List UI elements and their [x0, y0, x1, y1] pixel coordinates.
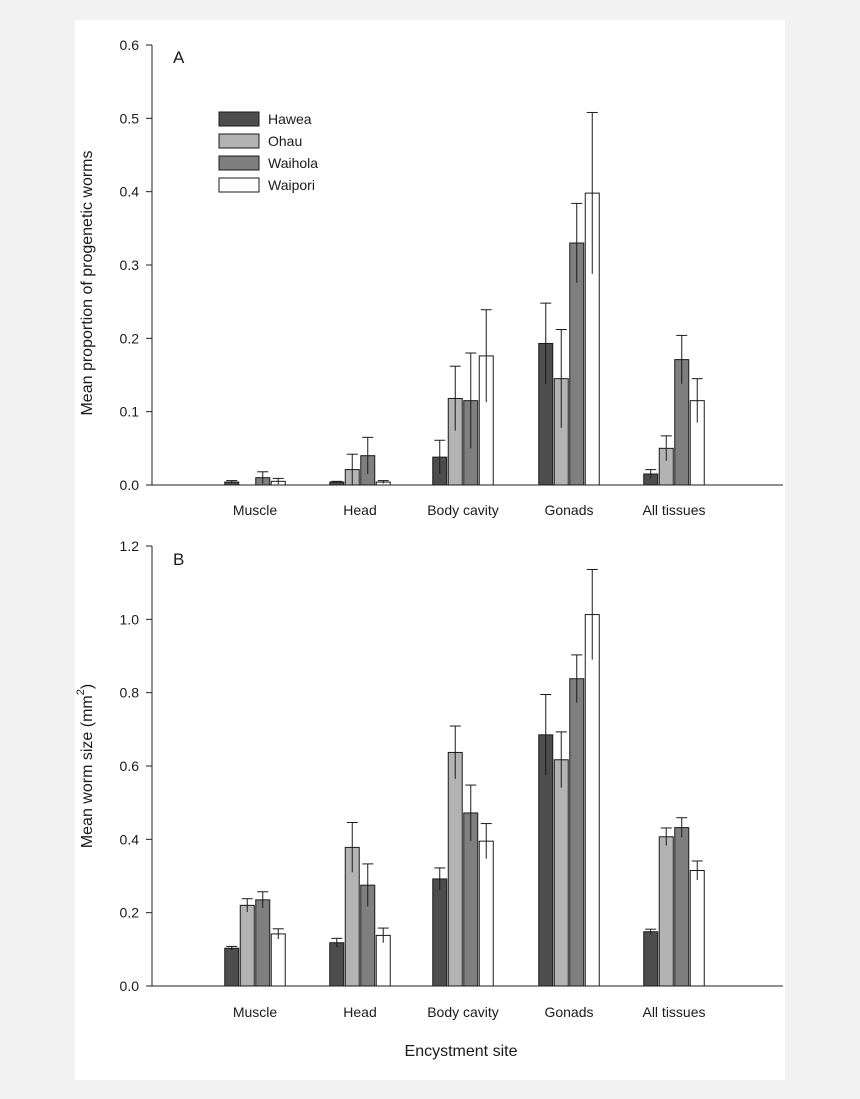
panel-b-bar: [447, 751, 463, 987]
panel-a-y-tick-label: 0.3: [120, 257, 140, 273]
panel-b-y-tick-label: 0.0: [120, 978, 140, 994]
panel-b-bar: [432, 878, 448, 987]
panel-b-y-tick-label: 0.2: [120, 905, 140, 921]
panel-b-bar: [643, 931, 659, 987]
panel-b-x-tick-label: Body cavity: [427, 1004, 499, 1020]
panel-a-y-ticks: 0.0 0.1 0.2 0.3 0.4 0.5 0.6: [120, 37, 152, 493]
panel-b-y-tick-label: 1.2: [120, 538, 140, 554]
panel-b-bar: [255, 899, 271, 987]
panel-b-bar: [329, 942, 345, 987]
panel-b-y-axis-label: Mean worm size (mm2): [75, 684, 96, 848]
panel-a-x-tick-label: Gonads: [544, 502, 593, 518]
panel-b-x-tick-label: Head: [343, 1004, 376, 1020]
panel-a-y-tick-label: 0.6: [120, 37, 140, 53]
legend-label: Ohau: [268, 133, 302, 149]
panel-b-bar: [375, 934, 391, 987]
x-axis-label: Encystment site: [405, 1043, 518, 1060]
panel-a-y-tick-label: 0.1: [120, 404, 140, 420]
panel-b-y-axis-label-superscript: 2: [75, 689, 87, 695]
panel-b-bar: [674, 827, 690, 987]
legend: Hawea Ohau Waihola Waipori: [218, 111, 318, 193]
panel-a-y-tick-label: 0.0: [120, 477, 140, 493]
legend-label: Waihola: [268, 155, 318, 171]
panel-a-label: A: [173, 48, 185, 67]
panel-b-bar: [224, 947, 240, 987]
panel-a-bars: [224, 111, 705, 486]
legend-swatch: [218, 133, 260, 149]
panel-a-x-tick-labels: Muscle Head Body cavity Gonads All tissues: [233, 502, 706, 518]
panel-b-x-tick-label: Muscle: [233, 1004, 278, 1020]
panel-b-bar: [239, 904, 255, 987]
panel-b-label: B: [173, 550, 184, 569]
panel-a-x-tick-label: Body cavity: [427, 502, 499, 518]
legend-swatch: [218, 177, 260, 193]
legend-swatch: [218, 111, 260, 127]
panel-a-y-axis-label: Mean proportion of progenetic worms: [79, 150, 96, 415]
legend-label: Hawea: [268, 111, 312, 127]
panel-b-y-axis-label-main: Mean worm size (mm: [79, 695, 96, 848]
panel-b-bar: [553, 759, 569, 987]
legend-swatch: [218, 155, 260, 171]
panel-a-x-tick-label: Head: [343, 502, 376, 518]
panel-b-bar: [658, 836, 674, 987]
panel-b: B Mean worm size (mm2) 0.0 0.2 0.4 0.6 0.8 1.…: [75, 538, 783, 1060]
panel-b-y-tick-label: 1.0: [120, 611, 140, 627]
panel-a-x-tick-label: Muscle: [233, 502, 278, 518]
panel-b-bars: [224, 568, 705, 987]
panel-b-x-tick-labels: Muscle Head Body cavity Gonads All tissues: [233, 1004, 706, 1020]
panel-a-y-tick-label: 0.5: [120, 110, 140, 126]
panel-a-y-tick-label: 0.2: [120, 330, 140, 346]
panel-b-bar: [270, 933, 286, 987]
panel-b-x-tick-label: All tissues: [642, 1004, 705, 1020]
legend-label: Waipori: [268, 177, 315, 193]
panel-b-y-tick-label: 0.6: [120, 758, 140, 774]
panel-b-y-ticks: 0.0 0.2 0.4 0.6 0.8 1.0 1.2: [120, 538, 152, 994]
panel-b-y-tick-label: 0.4: [120, 831, 140, 847]
panel-a-y-tick-label: 0.4: [120, 184, 140, 200]
panel-a: A Mean proportion of progenetic worms 0.…: [79, 37, 783, 518]
panel-b-bar: [569, 678, 585, 987]
panel-b-y-tick-label: 0.8: [120, 685, 140, 701]
panel-b-bar: [584, 614, 600, 987]
panel-b-bar: [478, 840, 494, 987]
panel-b-bar: [689, 870, 705, 987]
panel-b-x-tick-label: Gonads: [544, 1004, 593, 1020]
panel-a-x-tick-label: All tissues: [642, 502, 705, 518]
panel-b-y-axis-label-suffix: ): [79, 684, 96, 689]
